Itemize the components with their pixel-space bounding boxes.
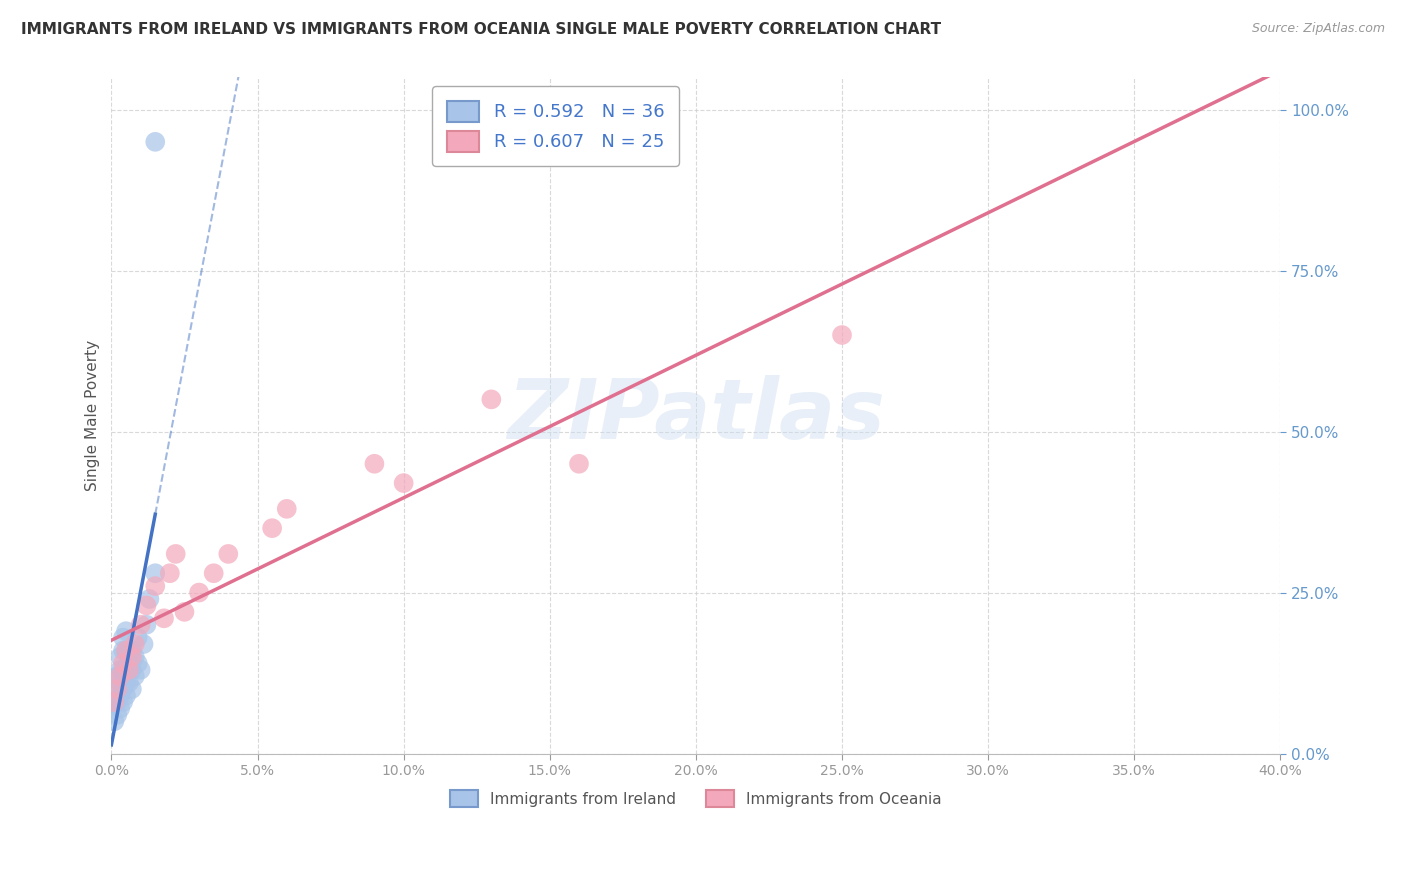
Point	[103, 695, 125, 709]
Point	[115, 643, 138, 657]
Point	[138, 592, 160, 607]
Point	[202, 566, 225, 581]
Point	[108, 675, 131, 690]
Point	[108, 649, 131, 664]
Point	[124, 637, 146, 651]
Point	[108, 689, 131, 703]
Text: ZIPatlas: ZIPatlas	[508, 375, 884, 456]
Point	[159, 566, 181, 581]
Text: Source: ZipAtlas.com: Source: ZipAtlas.com	[1251, 22, 1385, 36]
Point	[115, 624, 138, 639]
Text: IMMIGRANTS FROM IRELAND VS IMMIGRANTS FROM OCEANIA SINGLE MALE POVERTY CORRELATI: IMMIGRANTS FROM IRELAND VS IMMIGRANTS FR…	[21, 22, 941, 37]
Point	[363, 457, 385, 471]
Point	[143, 566, 166, 581]
Point	[276, 501, 298, 516]
Point	[129, 663, 152, 677]
Y-axis label: Single Male Poverty: Single Male Poverty	[86, 340, 100, 491]
Point	[165, 547, 187, 561]
Point	[121, 649, 143, 664]
Point	[108, 701, 131, 715]
Point	[392, 476, 415, 491]
Point	[121, 663, 143, 677]
Point	[112, 643, 135, 657]
Point	[188, 585, 211, 599]
Point	[143, 135, 166, 149]
Point	[124, 669, 146, 683]
Point	[121, 643, 143, 657]
Point	[121, 682, 143, 697]
Point	[153, 611, 176, 625]
Point	[103, 714, 125, 729]
Point	[479, 392, 502, 407]
Point	[115, 689, 138, 703]
Point	[118, 657, 141, 671]
Point	[173, 605, 195, 619]
Point	[115, 643, 138, 657]
Point	[105, 682, 128, 697]
Point	[132, 637, 155, 651]
Point	[135, 599, 157, 613]
Point	[568, 457, 591, 471]
Point	[112, 631, 135, 645]
Point	[118, 663, 141, 677]
Point	[112, 695, 135, 709]
Point	[105, 682, 128, 697]
Point	[124, 649, 146, 664]
Point	[129, 617, 152, 632]
Point	[112, 682, 135, 697]
Point	[143, 579, 166, 593]
Legend: Immigrants from Ireland, Immigrants from Oceania: Immigrants from Ireland, Immigrants from…	[444, 783, 948, 814]
Point	[135, 617, 157, 632]
Point	[127, 657, 149, 671]
Point	[115, 675, 138, 690]
Point	[118, 675, 141, 690]
Point	[115, 663, 138, 677]
Point	[127, 631, 149, 645]
Point	[217, 547, 239, 561]
Point	[105, 695, 128, 709]
Point	[103, 695, 125, 709]
Point	[108, 669, 131, 683]
Point	[105, 669, 128, 683]
Point	[108, 663, 131, 677]
Point	[105, 707, 128, 722]
Point	[831, 328, 853, 343]
Point	[262, 521, 284, 535]
Point	[112, 657, 135, 671]
Point	[112, 663, 135, 677]
